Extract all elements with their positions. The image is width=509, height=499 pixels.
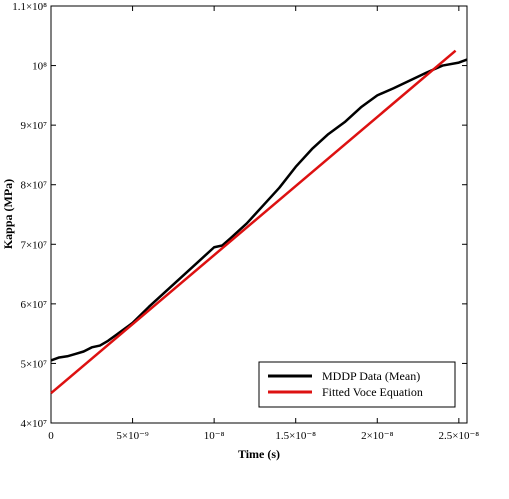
y-axis-title: Kappa (MPa): [1, 179, 15, 249]
legend: MDDP Data (Mean) Fitted Voce Equation: [258, 361, 456, 408]
x-axis-title: Time (s): [238, 447, 280, 461]
x-tick-label: 10⁻⁸: [204, 430, 225, 442]
y-tick-label: 7×10⁷: [20, 239, 47, 251]
axis-ticks: [50, 5, 467, 424]
y-tick-label: 9×10⁷: [20, 120, 47, 132]
series-layer: [50, 49, 468, 395]
y-tick-label: 8×10⁷: [20, 180, 47, 192]
y-tick-label: 5×10⁷: [20, 358, 47, 370]
y-tick-label: 4×10⁷: [20, 418, 47, 430]
x-tick-labels: 0 5×10⁻⁹ 10⁻⁸ 1.5×10⁻⁸ 2×10⁻⁸ 2.5×10⁻⁸: [48, 430, 479, 442]
plot-frame: [50, 5, 468, 424]
x-tick-label: 2.5×10⁻⁸: [439, 430, 480, 442]
x-tick-label: 2×10⁻⁸: [361, 430, 394, 442]
y-tick-labels: 4×10⁷ 5×10⁷ 6×10⁷ 7×10⁷ 8×10⁷ 9×10⁷ 10⁸ 1.1×10⁸: [12, 1, 47, 430]
legend-box: [258, 361, 456, 408]
legend-label-mddp: MDDP Data (Mean): [322, 369, 420, 383]
series-line-mddp-data: [50, 58, 468, 362]
y-tick-label: 6×10⁷: [20, 299, 47, 311]
series-line-fitted-voce: [50, 49, 457, 395]
x-tick-label: 0: [48, 430, 54, 442]
x-tick-label: 5×10⁻⁹: [116, 430, 149, 442]
legend-label-voce: Fitted Voce Equation: [322, 385, 423, 399]
y-tick-label: 1.1×10⁸: [12, 1, 47, 13]
x-tick-label: 1.5×10⁻⁸: [275, 430, 316, 442]
y-tick-label: 10⁸: [32, 61, 47, 73]
